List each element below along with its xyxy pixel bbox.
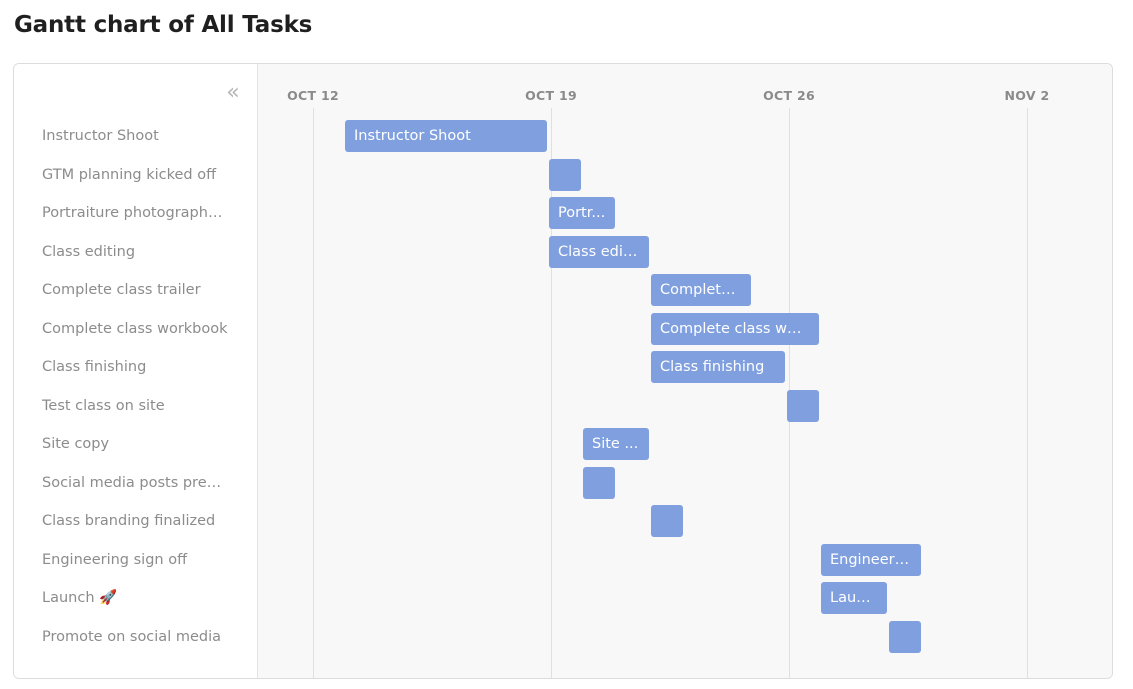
- date-tick-label: OCT 12: [287, 88, 339, 103]
- gridline: [1027, 108, 1028, 678]
- task-list-item[interactable]: Class editing: [42, 243, 136, 260]
- page-title: Gantt chart of All Tasks: [14, 12, 313, 38]
- task-list-item[interactable]: Test class on site: [42, 397, 165, 414]
- task-bar[interactable]: Instructor Shoot: [345, 120, 547, 152]
- task-bar[interactable]: Site ...: [583, 428, 649, 460]
- task-list-item[interactable]: Engineering sign off: [42, 551, 188, 568]
- gridline: [551, 108, 552, 678]
- task-list-item[interactable]: Instructor Shoot: [42, 128, 159, 144]
- task-bar[interactable]: Portr...: [549, 197, 615, 229]
- task-list-item[interactable]: GTM planning kicked off: [42, 166, 217, 183]
- task-bar[interactable]: [549, 158, 581, 191]
- task-list-item[interactable]: Complete class workbook: [42, 320, 228, 337]
- date-tick-label: OCT 19: [525, 88, 577, 103]
- task-bar[interactable]: [583, 466, 615, 499]
- task-list-item[interactable]: Class finishing: [42, 359, 147, 375]
- date-tick-label: NOV 2: [1004, 88, 1050, 103]
- task-bar[interactable]: Class finishing: [651, 351, 785, 383]
- task-bar[interactable]: Laun...: [821, 582, 887, 614]
- task-list-item[interactable]: Class branding finalized: [42, 513, 216, 529]
- task-list-item[interactable]: Site copy: [42, 436, 110, 452]
- date-tick-label: OCT 26: [763, 88, 815, 103]
- task-list-item[interactable]: Complete class trailer: [42, 282, 201, 298]
- task-bar[interactable]: [651, 505, 683, 537]
- task-list-item[interactable]: Launch 🚀: [42, 590, 118, 606]
- gantt-panel: « Instructor Shoot GTM planning kicked of…: [13, 63, 1113, 679]
- task-bar[interactable]: Complete...: [651, 274, 751, 306]
- task-bar[interactable]: [889, 620, 921, 653]
- collapse-sidebar-icon[interactable]: «: [226, 80, 240, 105]
- task-sidebar: « Instructor Shoot GTM planning kicked of…: [14, 64, 258, 678]
- task-list-item[interactable]: Portraiture photography...: [42, 205, 228, 221]
- task-list-item[interactable]: Social media posts prep...: [42, 474, 228, 491]
- task-bar[interactable]: Class edit...: [549, 235, 649, 268]
- task-bar[interactable]: Engineeri...: [821, 543, 921, 576]
- task-bar[interactable]: Complete class wor...: [651, 312, 819, 345]
- gantt-timeline: OCT 12 OCT 19 OCT 26 NOV 2 Instructor Shoot P…: [258, 64, 1112, 678]
- task-bar[interactable]: [787, 389, 819, 422]
- task-list-item[interactable]: Promote on social media: [42, 628, 221, 645]
- gridline: [313, 108, 314, 678]
